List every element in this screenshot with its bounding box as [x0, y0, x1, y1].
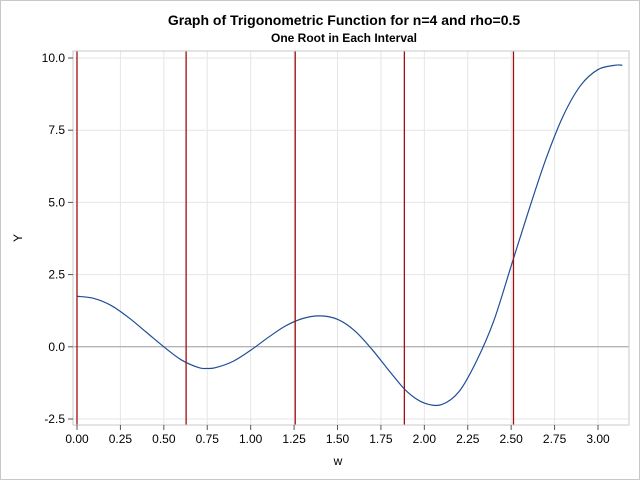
plot-area-border — [72, 50, 630, 426]
grid-lines — [73, 51, 629, 425]
x-tick-label: 0.50 — [152, 432, 176, 446]
x-tick-label: 1.25 — [282, 432, 306, 446]
x-tick-label: 1.00 — [239, 432, 263, 446]
x-axis-ticks: 0.00 0.25 0.50 0.75 1.00 1.25 1.50 1.75 2.00 2.25… — [65, 425, 610, 446]
x-tick-label: 0.00 — [65, 432, 89, 446]
y-axis-ticks: -2.5 0.0 2.5 5.0 7.5 10.0 — [42, 51, 73, 426]
x-tick-label: 2.25 — [456, 432, 480, 446]
x-tick-label: 2.00 — [413, 432, 437, 446]
x-tick-label: 2.75 — [543, 432, 567, 446]
x-tick-label: 3.00 — [586, 432, 610, 446]
x-tick-label: 1.50 — [326, 432, 350, 446]
x-tick-label: 2.50 — [499, 432, 523, 446]
chart-subtitle: One Root in Each Interval — [271, 31, 417, 45]
y-tick-label: 5.0 — [48, 195, 65, 209]
x-tick-label: 0.25 — [109, 432, 133, 446]
y-tick-label: 0.0 — [48, 340, 65, 354]
y-tick-label: 10.0 — [42, 51, 66, 65]
y-axis-label: Y — [11, 234, 25, 242]
x-axis-label: w — [333, 454, 343, 468]
y-tick-label: 2.5 — [48, 268, 65, 282]
y-tick-label: -2.5 — [44, 412, 65, 426]
y-tick-label: 7.5 — [48, 123, 65, 137]
function-curve — [76, 64, 623, 407]
interval-boundary-lines — [76, 51, 515, 425]
chart-title: Graph of Trigonometric Function for n=4 … — [168, 12, 521, 28]
x-tick-label: 1.75 — [369, 432, 393, 446]
x-tick-label: 0.75 — [196, 432, 220, 446]
